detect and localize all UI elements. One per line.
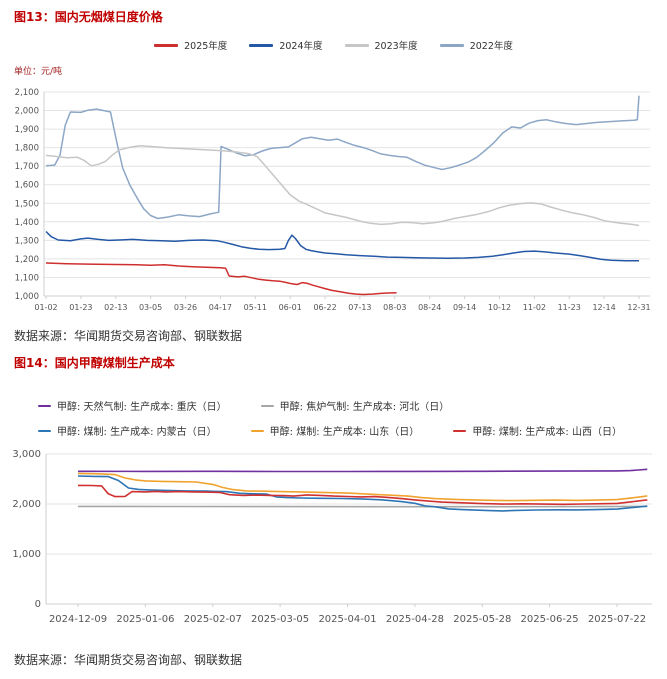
legend-item: 甲醇: 天然气制: 生产成本: 重庆（日） — [38, 398, 227, 413]
series-line-2 — [45, 145, 640, 227]
y-tick-label: 1,100 — [15, 274, 39, 284]
fig14-legend-row-2: 甲醇: 煤制: 生产成本: 内蒙古（日） 甲醇: 煤制: 生产成本: 山东（日） 甲… — [38, 423, 622, 438]
x-tick-label: 08-24 — [418, 303, 441, 312]
legend-item: 甲醇: 焦炉气制: 生产成本: 河北（日） — [260, 398, 450, 413]
x-tick-label: 01-02 — [34, 303, 57, 312]
fig14-title: 图14：国内甲醇煤制生产成本 — [14, 356, 175, 370]
series-line-4 — [77, 484, 648, 506]
legend-marker-line — [38, 429, 51, 432]
y-tick-label: 2,100 — [15, 88, 39, 98]
x-tick-label: 01-23 — [69, 303, 92, 312]
fig14-legend-row-1: 甲醇: 天然气制: 生产成本: 重庆（日） 甲醇: 焦炉气制: 生产成本: 河北（… — [38, 398, 622, 413]
x-tick-label: 12-31 — [627, 303, 650, 312]
y-tick-label: 1,700 — [15, 162, 39, 172]
legend-marker-line — [154, 43, 179, 47]
legend-item: 2022年度 — [439, 38, 513, 52]
y-tick-label: 1,900 — [15, 125, 39, 135]
y-tick-label: 1,300 — [15, 236, 39, 246]
legend-label: 2023年度 — [374, 41, 418, 52]
y-tick-label: 1,600 — [15, 181, 39, 191]
legend-label: 2022年度 — [469, 41, 513, 52]
legend-label: 甲醇: 煤制: 生产成本: 山东（日） — [269, 427, 420, 438]
legend-item: 甲醇: 煤制: 生产成本: 内蒙古（日） — [38, 423, 217, 438]
x-tick-label: 2024-12-09 — [49, 614, 107, 625]
x-tick-label: 08-03 — [383, 303, 406, 312]
x-tick-label: 09-14 — [453, 303, 476, 312]
legend-marker-line — [439, 43, 464, 47]
x-tick-label: 2025-04-01 — [318, 614, 376, 625]
x-tick-label: 2025-04-28 — [386, 614, 444, 625]
fig13-legend: 2025年度 2024年度 2023年度 2022年度 — [0, 38, 667, 52]
fig14-legend: 甲醇: 天然气制: 生产成本: 重庆（日） 甲醇: 焦炉气制: 生产成本: 河北（… — [38, 398, 622, 438]
x-tick-label: 04-17 — [209, 303, 232, 312]
x-tick-label: 06-01 — [279, 303, 302, 312]
anthracite-daily-price-chart: 1,000 1,100 1,200 1,300 1,400 1,500 1,600 1,700… — [15, 88, 651, 312]
x-tick-label: 05-11 — [244, 303, 267, 312]
legend-label: 甲醇: 天然气制: 生产成本: 重庆（日） — [57, 402, 227, 413]
y-tick-label: 1,000 — [15, 292, 39, 302]
x-tick-label: 02-13 — [104, 303, 127, 312]
series-line-3 — [45, 95, 640, 220]
fig13-unit-label: 单位：元/吨 — [14, 67, 63, 77]
x-tick-label: 12-14 — [592, 303, 615, 312]
y-tick-label: 1,800 — [15, 144, 39, 154]
x-tick-label: 11-23 — [558, 303, 581, 312]
legend-marker-line — [453, 429, 467, 432]
legend-label: 2024年度 — [279, 41, 323, 52]
series-line-3 — [77, 472, 648, 502]
x-tick-label: 03-05 — [139, 303, 162, 312]
x-tick-label: 03-26 — [174, 303, 197, 312]
y-tick-label: 1,400 — [15, 218, 39, 228]
series-line-2 — [77, 475, 648, 512]
x-tick-label: 2025-01-06 — [116, 614, 174, 625]
legend-marker-line — [250, 429, 264, 432]
legend-label: 2025年度 — [184, 41, 228, 52]
methanol-production-cost-chart: 0 1,000 2,000 3,000 2024-12-09 2025-01-06 2025… — [12, 449, 652, 625]
fig13-source: 数据来源：华闻期货交易咨询部、钢联数据 — [14, 329, 243, 343]
x-tick-label: 10-12 — [488, 303, 511, 312]
y-tick-label: 2,000 — [12, 499, 41, 510]
legend-marker-line — [344, 43, 369, 47]
legend-marker-line — [249, 43, 274, 47]
y-tick-label: 1,500 — [15, 199, 39, 209]
series-line-0 — [45, 262, 397, 296]
y-tick-label: 1,200 — [15, 255, 39, 265]
legend-label: 甲醇: 焦炉气制: 生产成本: 河北（日） — [279, 402, 450, 413]
x-tick-label: 2025-06-25 — [521, 614, 579, 625]
legend-item: 甲醇: 煤制: 生产成本: 山西（日） — [453, 423, 622, 438]
y-tick-label: 2,000 — [15, 107, 39, 117]
y-tick-label: 3,000 — [12, 449, 41, 460]
y-tick-label: 0 — [35, 599, 41, 610]
series-line-1 — [45, 230, 639, 262]
legend-item: 2023年度 — [344, 38, 418, 52]
x-tick-label: 2025-05-28 — [453, 614, 511, 625]
x-tick-label: 07-13 — [348, 303, 371, 312]
x-tick-label: 2025-02-07 — [184, 614, 242, 625]
series-line-0 — [77, 468, 648, 473]
x-tick-label: 2025-07-22 — [588, 614, 646, 625]
x-tick-label: 11-02 — [523, 303, 546, 312]
legend-item: 2024年度 — [249, 38, 323, 52]
legend-item: 2025年度 — [154, 38, 227, 52]
x-tick-label: 06-22 — [313, 303, 336, 312]
legend-marker-line — [38, 404, 51, 407]
fig13-title: 图13：国内无烟煤日度价格 — [14, 10, 163, 24]
legend-item: 甲醇: 煤制: 生产成本: 山东（日） — [250, 423, 420, 438]
fig14-source: 数据来源：华闻期货交易咨询部、钢联数据 — [14, 653, 243, 667]
y-tick-label: 1,000 — [12, 549, 41, 560]
legend-label: 甲醇: 煤制: 生产成本: 山西（日） — [472, 427, 622, 438]
legend-label: 甲醇: 煤制: 生产成本: 内蒙古（日） — [57, 427, 217, 438]
x-tick-label: 2025-03-05 — [251, 614, 309, 625]
legend-marker-line — [260, 404, 274, 407]
